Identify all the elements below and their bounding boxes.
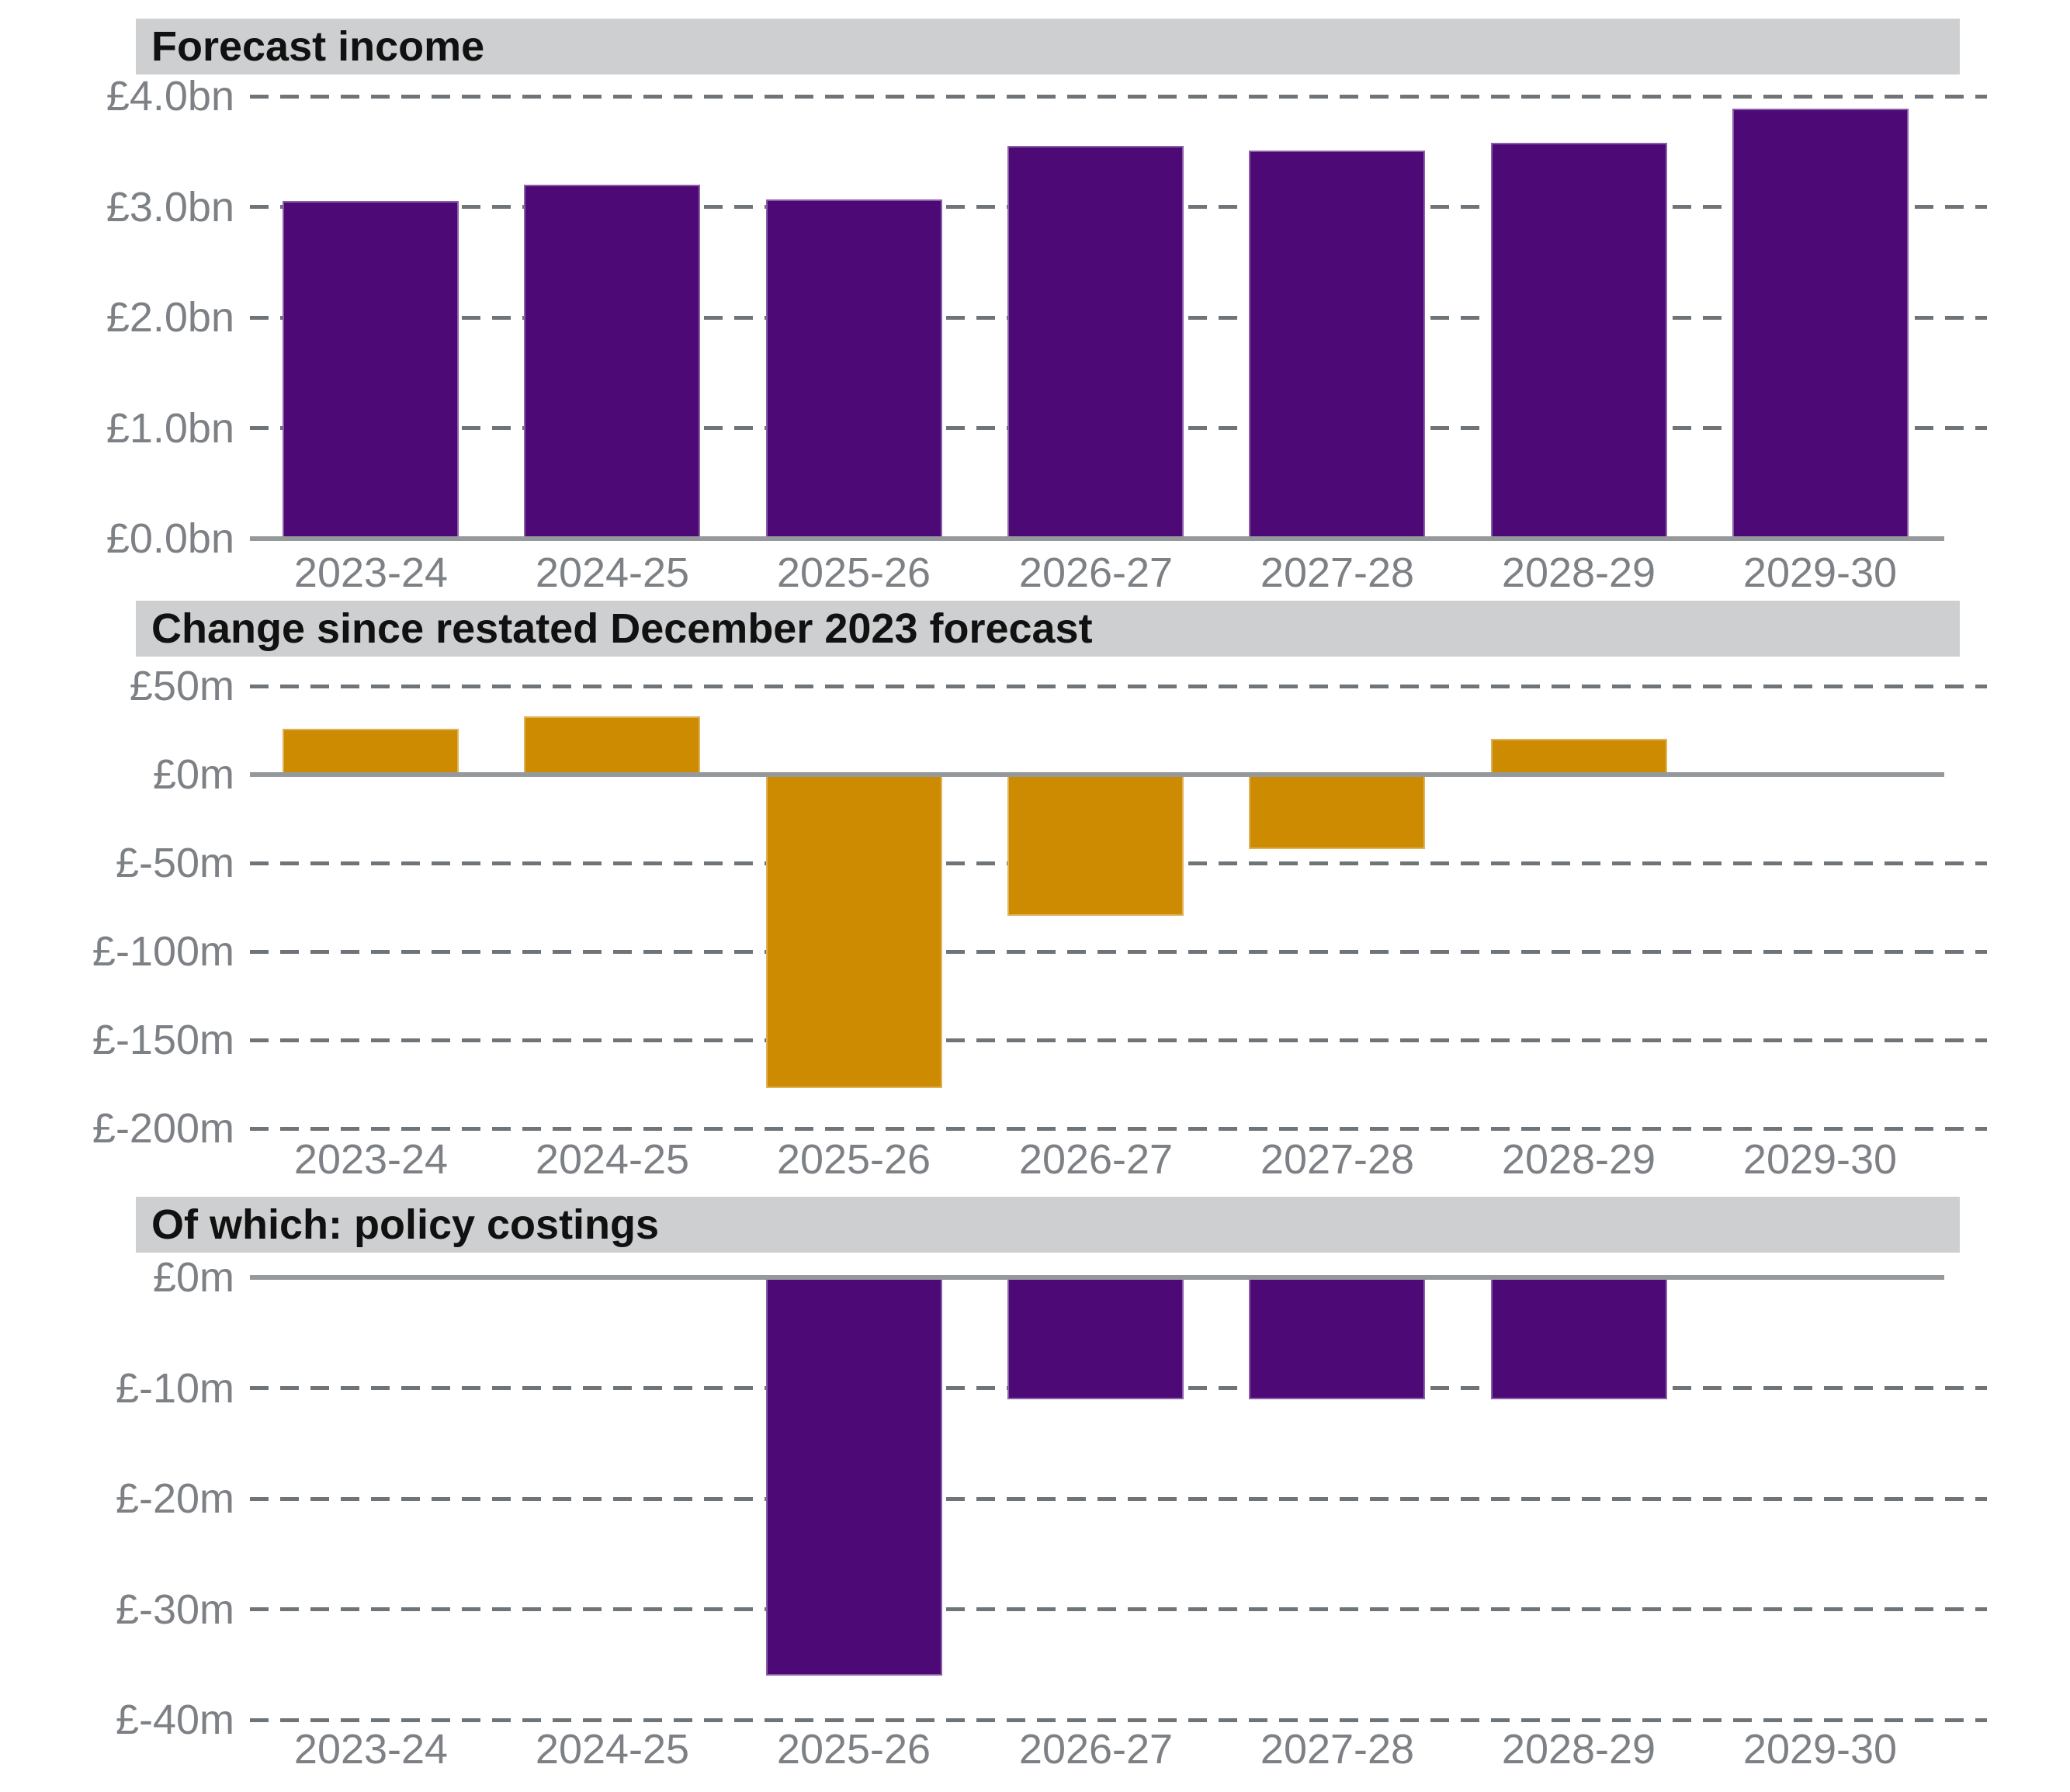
x-tick-label: 2026-27 [1018,1726,1174,1773]
y-tick-label: £0.0bn [106,515,234,562]
gridline [250,1038,1987,1042]
axis-zero-line [250,772,1944,777]
gridline [250,1718,1987,1722]
chart-title: Change since restated December 2023 fore… [151,605,1093,652]
x-tick-label: 2025-26 [776,1136,931,1183]
chart-title-banner: Forecast income [136,19,1960,75]
axis-zero-line [250,1275,1944,1280]
x-axis-labels-change-since-forecast: 2023-24 2024-25 2025-26 2026-27 2027-28 2028-… [250,1135,1941,1184]
bar-2027-28 [1249,775,1425,849]
gridline [250,1607,1987,1611]
bar-2027-28 [1249,151,1425,539]
axis-zero-line [250,536,1944,541]
y-tick-label: £4.0bn [106,73,234,120]
chart-title: Forecast income [151,23,485,70]
x-tick-label: 2029-30 [1742,1726,1898,1773]
x-tick-label: 2028-29 [1501,1726,1656,1773]
x-tick-label: 2029-30 [1742,1136,1898,1183]
x-tick-label: 2029-30 [1742,549,1898,596]
bar-2026-27 [1007,1277,1184,1399]
chart-title-banner: Change since restated December 2023 fore… [136,601,1960,657]
y-tick-label: £-20m [115,1475,234,1522]
y-tick-label: £50m [129,663,234,709]
bar-2025-26 [766,775,942,1088]
chart-title-banner: Of which: policy costings [136,1197,1960,1253]
y-tick-label: £2.0bn [106,294,234,341]
y-tick-label: £-150m [92,1017,234,1063]
x-tick-label: 2024-25 [535,1726,690,1773]
x-tick-label: 2026-27 [1018,1136,1174,1183]
bar-2025-26 [766,199,942,539]
bar-2029-30 [1732,109,1909,539]
gridline [250,685,1987,688]
x-tick-label: 2023-24 [293,549,449,596]
x-tick-label: 2025-26 [776,1726,931,1773]
chart-title: Of which: policy costings [151,1201,660,1248]
y-tick-label: £1.0bn [106,405,234,452]
y-tick-label: £-200m [92,1105,234,1152]
bar-2028-29 [1491,739,1667,775]
x-tick-label: 2023-24 [293,1726,449,1773]
y-tick-label: £-50m [115,840,234,886]
x-tick-label: 2024-25 [535,549,690,596]
x-tick-label: 2027-28 [1260,1726,1415,1773]
x-tick-label: 2028-29 [1501,549,1656,596]
x-tick-label: 2028-29 [1501,1136,1656,1183]
bar-2023-24 [283,729,459,775]
y-tick-label: £0m [152,751,234,798]
y-tick-label: £-40m [115,1697,234,1743]
bar-2026-27 [1007,775,1184,916]
gridline [250,950,1987,954]
bar-2025-26 [766,1277,942,1676]
y-tick-label: £0m [152,1254,234,1301]
x-tick-label: 2025-26 [776,549,931,596]
y-tick-label: £-100m [92,928,234,975]
y-tick-label: £3.0bn [106,184,234,230]
bar-2024-25 [524,716,700,775]
x-tick-label: 2027-28 [1260,549,1415,596]
gridline [250,1497,1987,1501]
plot-area-forecast-income: £4.0bn £3.0bn £2.0bn £1.0bn £0.0bn [106,73,1987,562]
bar-2024-25 [524,185,700,539]
bar-2028-29 [1491,1277,1667,1399]
x-tick-label: 2026-27 [1018,549,1174,596]
plot-area-policy-costings: £0m £-10m £-20m £-30m £-40m [116,1254,1987,1743]
x-tick-label: 2024-25 [535,1136,690,1183]
gridline [250,95,1987,99]
y-tick-label: £-10m [115,1365,234,1412]
plot-area-change-since-forecast: £50m £0m £-50m £-100m £-150m £-200m [92,663,1987,1152]
x-axis-labels-policy-costings: 2023-24 2024-25 2025-26 2026-27 2027-28 2028-… [250,1724,1941,1774]
x-tick-label: 2023-24 [293,1136,449,1183]
bar-2023-24 [283,201,459,539]
gridline [250,1127,1987,1131]
x-tick-label: 2027-28 [1260,1136,1415,1183]
bar-2027-28 [1249,1277,1425,1399]
y-tick-label: £-30m [115,1586,234,1633]
bar-2028-29 [1491,143,1667,539]
bar-2026-27 [1007,146,1184,539]
x-axis-labels-forecast-income: 2023-24 2024-25 2025-26 2026-27 2027-28 2028-… [250,548,1941,598]
